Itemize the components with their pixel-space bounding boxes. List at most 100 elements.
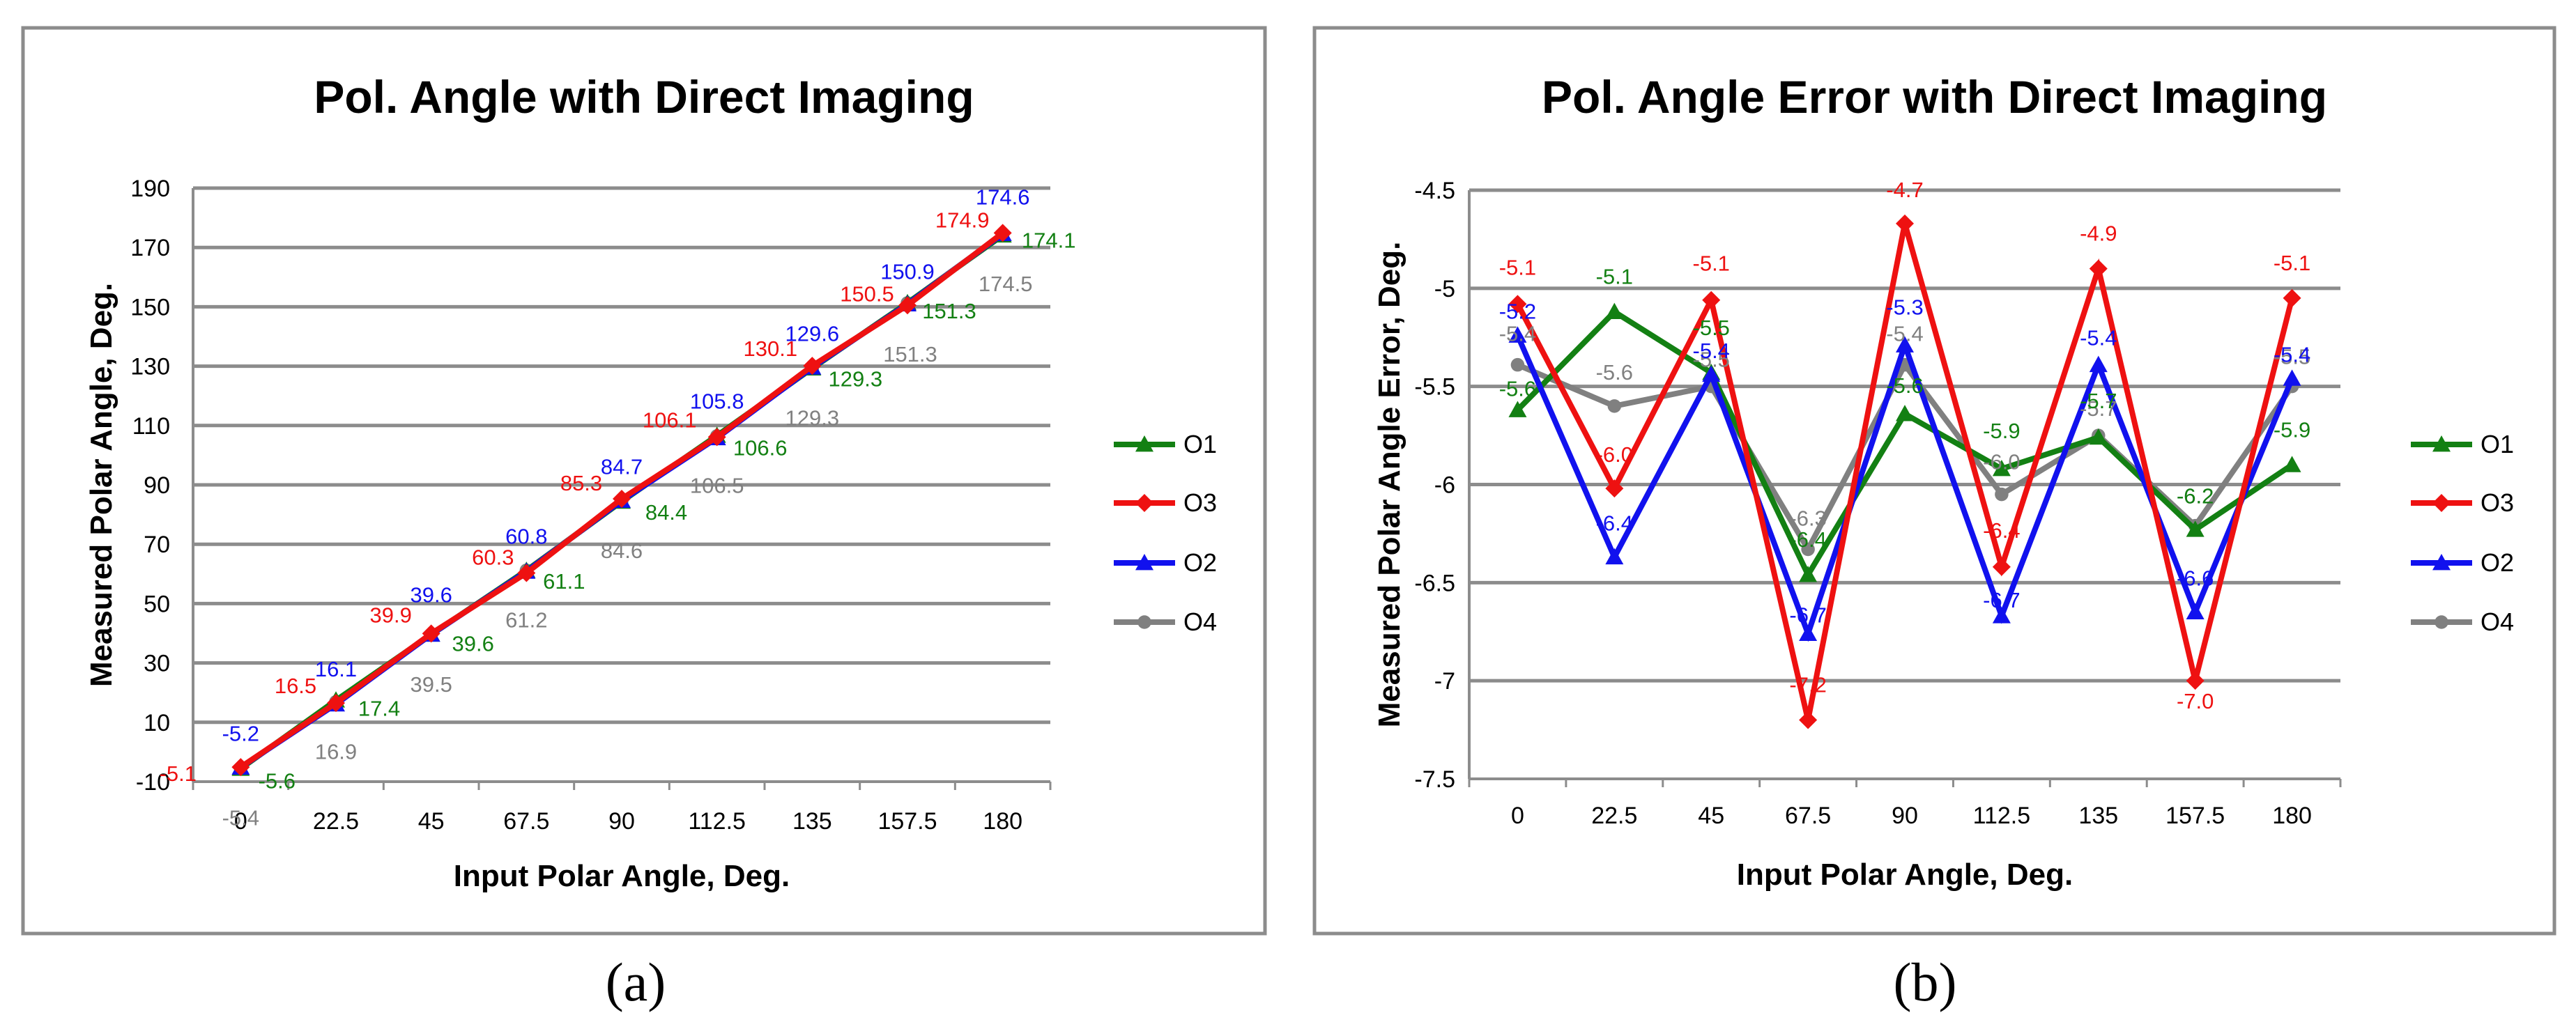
- x-tick-label: 112.5: [688, 808, 746, 835]
- data-label-o1: -5.9: [2274, 417, 2310, 442]
- legend-swatch-marker: [1135, 435, 1153, 452]
- legend-label: O3: [2481, 488, 2514, 517]
- x-tick-label: 45: [418, 808, 445, 835]
- data-label-o1: 84.4: [645, 500, 687, 525]
- data-label-o3: 85.3: [560, 471, 602, 495]
- data-point-o1: [2186, 520, 2205, 537]
- data-label-o2: 60.8: [505, 524, 547, 548]
- data-point-o1: [2089, 428, 2108, 445]
- chart-panel-a: Pol. Angle with Direct Imaging -10 10 30 50 7…: [21, 26, 1267, 936]
- data-label-o3: -7.0: [2177, 689, 2214, 713]
- data-point-o3: [1508, 295, 1527, 313]
- legend-swatch-marker: [2435, 615, 2448, 629]
- legend-item-o1: O1: [2411, 430, 2514, 458]
- data-label-o2: 174.6: [976, 185, 1030, 210]
- legend-item-o3: O3: [1114, 488, 1217, 517]
- x-tick-label: 180: [983, 808, 1022, 835]
- data-label-o2: 84.7: [601, 455, 643, 479]
- legend-item-o4: O4: [1114, 607, 1217, 636]
- y-tick-label: 90: [144, 472, 170, 499]
- data-label-o2: -5.2: [222, 722, 259, 746]
- data-point-o3: [1896, 214, 1914, 233]
- legend-swatch-marker: [2432, 494, 2451, 512]
- data-label-o2: -6.6: [2177, 566, 2214, 591]
- data-point-o4: [1801, 542, 1815, 557]
- data-point-o3: [707, 428, 726, 447]
- data-point-o3: [1992, 557, 2011, 576]
- data-point-o4: [1607, 399, 1622, 413]
- data-label-o4: 174.5: [979, 272, 1033, 296]
- data-label-o2: -5.4: [2274, 342, 2310, 366]
- x-tick-label: 90: [1892, 803, 1918, 829]
- y-tick-label: 10: [144, 710, 170, 736]
- data-label-o3: 16.5: [275, 674, 316, 698]
- y-tick-label: 150: [130, 294, 170, 320]
- legend-swatch-marker: [1137, 615, 1151, 629]
- y-tick-label: 50: [144, 591, 170, 617]
- y-tick-label: -7.5: [1414, 766, 1455, 793]
- data-label-o3: -6.4: [1983, 518, 2020, 543]
- series-o3: [231, 224, 1012, 777]
- y-tick-label: -10: [136, 769, 170, 796]
- legend-swatch-marker: [2432, 435, 2451, 452]
- legend-item-o2: O2: [2411, 548, 2514, 577]
- data-label-o4: -5.4: [222, 805, 259, 830]
- data-label-o3: -4.7: [1886, 178, 1923, 202]
- legend-label: O1: [2481, 430, 2514, 458]
- data-point-o1: [1992, 459, 2011, 477]
- y-tick-label: 70: [144, 532, 170, 558]
- y-tick-label: 170: [130, 235, 170, 261]
- legend-item-o4: O4: [2411, 607, 2514, 636]
- legend-swatch-marker: [1135, 494, 1153, 512]
- data-label-o3: 39.9: [369, 603, 411, 627]
- data-label-o4: -6.2: [2177, 484, 2214, 509]
- x-tick-label: 180: [2272, 803, 2312, 829]
- data-point-o2: [2186, 603, 2205, 619]
- chart-panel-b: Pol. Angle Error with Direct Imaging -7.5…: [1312, 26, 2556, 936]
- data-label-o2: -6.7: [1789, 603, 1826, 628]
- data-point-o2: [2283, 369, 2301, 386]
- data-label-o4: 16.9: [315, 739, 357, 764]
- data-label-o2: 150.9: [880, 260, 935, 284]
- data-point-o3: [327, 694, 345, 713]
- data-label-o3: 106.1: [643, 408, 697, 432]
- x-tick-label: 22.5: [1591, 803, 1637, 829]
- data-point-o3: [517, 564, 536, 582]
- data-label-o1: 106.6: [733, 435, 788, 460]
- data-label-o3: 130.1: [744, 336, 798, 361]
- chart-frame: [1312, 26, 2556, 936]
- data-label-o4: -6.3: [1789, 506, 1826, 530]
- data-point-o1: [1508, 401, 1527, 417]
- x-tick-label: 67.5: [1785, 803, 1831, 829]
- legend-label: O4: [2481, 607, 2514, 636]
- data-label-o4: 129.3: [785, 406, 840, 431]
- data-point-o2: [1508, 326, 1527, 343]
- data-label-o4: -5.5: [2274, 345, 2310, 369]
- caption-b: (b): [1893, 952, 1957, 1012]
- data-label-o4: -5.4: [1499, 322, 1536, 346]
- x-tick-label: 135: [792, 808, 832, 835]
- data-label-o2: -6.7: [1983, 588, 2020, 612]
- data-label-o1: -5.1: [1596, 265, 1633, 289]
- legend-label: O2: [2481, 548, 2514, 577]
- data-label-o3: -7.2: [1789, 673, 1826, 697]
- legend-label: O4: [1183, 607, 1217, 636]
- x-tick-label: 90: [608, 808, 635, 835]
- y-tick-label: -4.5: [1414, 178, 1455, 204]
- data-label-o1: -5.6: [259, 768, 296, 793]
- data-point-o2: [1992, 607, 2011, 624]
- x-tick-label: 135: [2078, 803, 2118, 829]
- data-label-o1: 61.1: [543, 569, 585, 594]
- data-label-o2: 16.1: [315, 657, 357, 681]
- data-point-o2: [1702, 365, 1721, 382]
- data-point-o3: [2283, 288, 2301, 307]
- y-tick-label: 190: [130, 176, 170, 202]
- series-o2: [1508, 326, 2301, 642]
- data-label-o4: 61.2: [505, 608, 547, 633]
- data-label-o4: -5.4: [1886, 322, 1923, 346]
- data-point-o3: [231, 758, 250, 777]
- legend-label: O2: [1183, 548, 1217, 577]
- chart-frame: [21, 26, 1267, 936]
- data-point-o4: [1510, 357, 1525, 372]
- legend-swatch-marker: [1135, 554, 1153, 571]
